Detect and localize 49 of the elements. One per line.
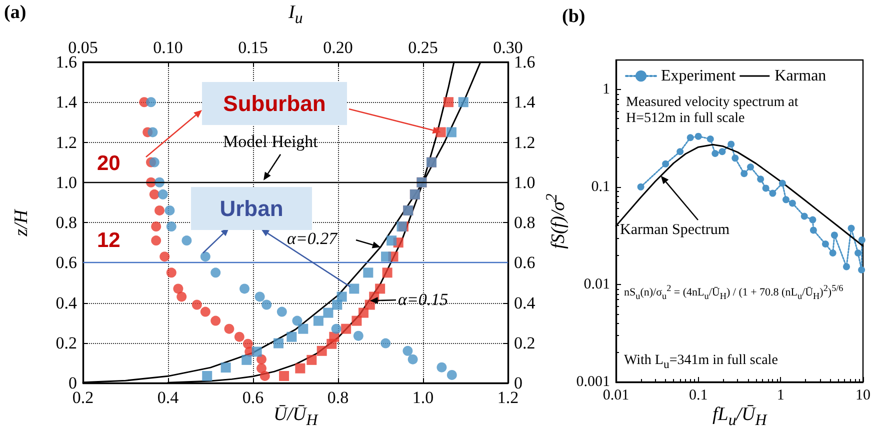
y2-tick-label: 1.4 [514, 92, 536, 112]
y-tick-label: 0.6 [56, 253, 77, 272]
text: nS$_{u}$(n)/σ$_{u}$$^{2}$ = (4nL$_{u}$/Ū$_{H}$) / (1 + 70.8 (nL$_{u}$/Ū$_{H}$)$^{2}$)$^{5/6}$ [624, 283, 844, 301]
y2-tick-label: 1.0 [514, 172, 536, 192]
x-axis-title: fL$_{u}$/Ū$_{H}$ [712, 404, 767, 430]
x-tick-label: 1 [776, 388, 784, 404]
x2-tick-label: 0.25 [408, 38, 438, 57]
y2-tick-label: 0.4 [514, 293, 536, 312]
x-axis-title: Ū/Ū$_{H}$ [274, 404, 318, 430]
legend-label: Experiment [661, 68, 736, 84]
y2-tick-label: 0.8 [514, 213, 536, 232]
annotation: 20 [97, 152, 120, 176]
y-tick-label: 1.0 [56, 172, 77, 192]
x-tick-label: 10 [856, 388, 870, 404]
y2-tick-label: 0.6 [514, 253, 536, 272]
annotation: 12 [97, 229, 120, 253]
y2-tick-label: 1.2 [514, 132, 536, 152]
x-tick-label: 0.8 [327, 388, 349, 407]
y2-tick-label: 0.2 [514, 333, 536, 352]
y-tick-label: 1.2 [56, 132, 77, 152]
y-axis-title: z/H [11, 209, 34, 236]
x2-tick-label: 0.15 [238, 38, 268, 57]
chart-title: (a) [4, 2, 26, 24]
y-tick-label: 0.4 [56, 293, 78, 312]
x-tick-label: 0.4 [157, 388, 180, 407]
y-tick-label: 1.4 [56, 92, 78, 112]
y-tick-label: 0.1 [591, 178, 610, 195]
x-tick-label: 1.0 [412, 388, 434, 407]
annotation: α=0.15 [398, 290, 448, 310]
y-tick-label: 0.01 [584, 276, 610, 292]
annotation: With L$_{u}$=341m in full scale [624, 353, 778, 371]
x-tick-label: 0.1 [688, 388, 708, 404]
annotation: Urban [191, 187, 312, 230]
y-tick-label: 0.8 [56, 213, 77, 232]
x2-axis-title: I$_{u}$ [288, 2, 303, 28]
annotation: Karman Spectrum [620, 222, 730, 239]
annotation: α=0.27 [287, 229, 338, 249]
annotation: Suburban [202, 82, 347, 125]
x2-tick-label: 0.10 [153, 38, 183, 57]
x2-tick-label: 0.20 [323, 38, 353, 57]
ref-line-label: Model Height [223, 132, 318, 152]
chart-title: (b) [562, 6, 586, 28]
y-tick-label: 0.001 [576, 374, 610, 390]
x-tick-label: 0.6 [242, 388, 264, 407]
annotation: Measured velocity spectrum at H=512m in full scale [626, 95, 800, 127]
legend-label: Karman [774, 68, 826, 84]
x-tick-label: 0.01 [602, 388, 630, 404]
y-tick-label: 1 [602, 81, 610, 98]
y-tick-label: 0.2 [56, 333, 77, 352]
